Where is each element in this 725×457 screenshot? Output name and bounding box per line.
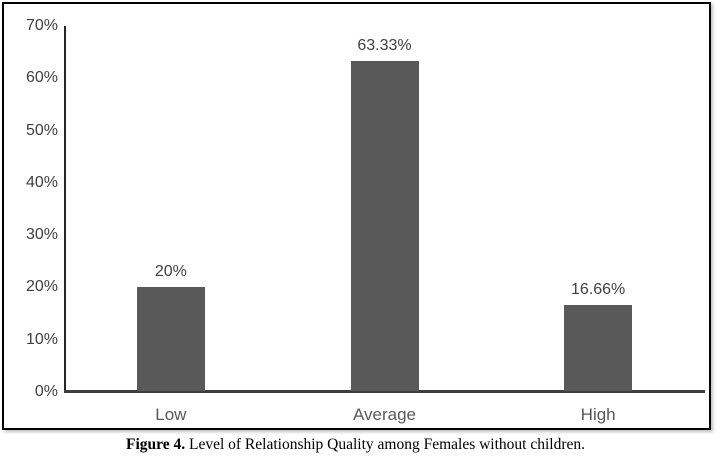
y-tick-label: 60% [25,69,58,87]
bar [136,287,205,391]
x-category-label: Low [155,405,187,424]
y-tick-label: 40% [25,173,58,191]
bar [564,304,633,391]
x-category-label: Average [352,405,416,424]
bar-value-label: 16.66% [571,280,626,298]
y-tick-label: 0% [34,383,58,400]
chart-frame: 0% 10% 20% 30% 40% 50% 60% 70% 20% Low 63.33% Avera… [2,2,711,430]
y-tick-label: 50% [25,121,58,139]
figure-caption-label: Figure 4. [125,436,186,453]
y-tick-label: 70% [25,17,58,34]
bar-value-label: 63.33% [357,36,412,54]
bar-value-label: 20% [154,263,187,281]
bar [350,60,419,391]
x-axis-line [64,390,705,393]
y-tick-label: 30% [25,226,58,244]
figure-caption-text: Level of Relationship Quality among Fema… [185,436,586,453]
bar-chart: 0% 10% 20% 30% 40% 50% 60% 70% 20% Low 63.33% Avera… [4,4,709,428]
y-axis-line [64,26,66,392]
y-tick-label: 20% [25,278,58,296]
x-category-label: High [580,405,616,424]
y-tick-label: 10% [25,330,58,348]
figure-caption: Figure 4. Level of Relationship Quality … [0,436,711,454]
